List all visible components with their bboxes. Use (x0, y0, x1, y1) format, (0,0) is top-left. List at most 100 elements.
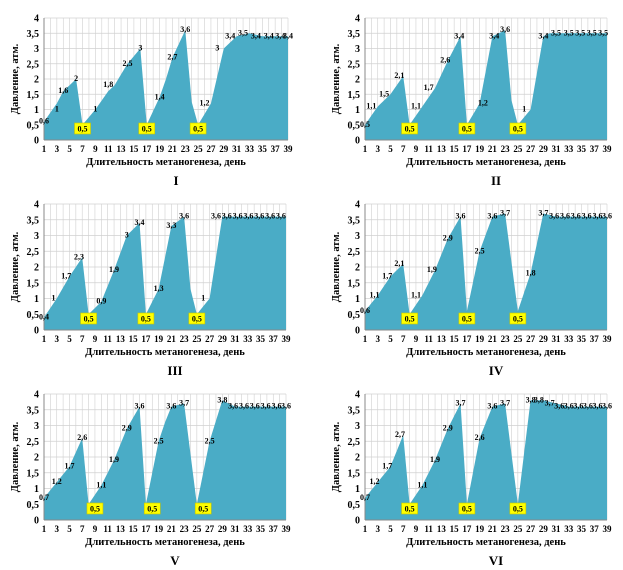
data-label: 3,6 (261, 402, 271, 411)
data-label: 3,6 (254, 212, 264, 221)
x-tick-label: 7 (401, 334, 406, 344)
x-tick-label: 33 (243, 524, 253, 534)
data-label: 3,7 (500, 398, 510, 407)
y-tick-label: 1 (355, 484, 360, 495)
data-label: 2,5 (122, 59, 132, 68)
x-tick-label: 39 (282, 334, 292, 344)
x-tick-label: 9 (93, 334, 98, 344)
chart-panel-5: 00,511,522,533,541 3 5 7 9 11 13 15 17 19 21 23 25 27… (10, 390, 291, 569)
x-tick-label: 13 (116, 524, 126, 534)
x-tick-label: 11 (104, 144, 113, 154)
data-label: 0,6 (360, 306, 370, 315)
data-label-box (188, 312, 206, 325)
data-label-boxed: 0,5 (462, 125, 472, 134)
data-label: 2,5 (154, 436, 164, 445)
y-tick-label: 3,5 (348, 405, 361, 416)
x-tick-label: 5 (67, 144, 72, 154)
data-label-boxed: 0,5 (193, 125, 203, 134)
chart-panel-6: 00,511,522,533,541 3 5 7 9 11 13 15 17 19 21 23 25 27… (331, 390, 612, 569)
y-tick-label: 2 (34, 263, 39, 274)
y-tick-label: 1,5 (27, 278, 40, 289)
x-tick-label: 39 (282, 524, 292, 534)
data-label: 2,3 (74, 253, 84, 262)
y-tick-label: 3,5 (27, 29, 40, 40)
data-label: 3 (138, 44, 142, 53)
x-tick-label: 39 (603, 144, 613, 154)
data-label-box (401, 312, 418, 325)
y-tick-label: 0,5 (348, 310, 361, 321)
x-tick-label: 15 (129, 144, 139, 154)
data-label: 3,5 (551, 28, 561, 37)
data-label-boxed: 0,5 (513, 125, 523, 134)
x-tick-label: 37 (269, 524, 279, 534)
x-tick-label: 11 (103, 524, 112, 534)
data-label: 1,1 (370, 290, 380, 299)
y-tick-label: 4 (355, 200, 360, 211)
area-series (365, 400, 607, 520)
x-tick-label: 27 (205, 524, 215, 534)
x-tick-label: 1 (42, 524, 47, 534)
data-label: 3,6 (233, 212, 243, 221)
chart-title: I (173, 173, 178, 188)
x-tick-label: 33 (564, 524, 574, 534)
x-tick-label: 21 (167, 334, 177, 344)
x-tick-label: 25 (513, 524, 523, 534)
data-label: 3,6 (271, 402, 281, 411)
chart-title: VI (489, 553, 503, 568)
x-tick-label: 27 (206, 144, 216, 154)
data-label: 2,6 (475, 433, 485, 442)
data-label-boxed: 0,5 (198, 505, 208, 514)
y-tick-label: 3 (355, 421, 360, 432)
x-tick-label: 3 (375, 144, 380, 154)
y-tick-label: 3,5 (27, 405, 40, 416)
data-label: 3,5 (598, 28, 608, 37)
y-tick-label: 3 (34, 44, 39, 55)
y-tick-label: 0,5 (27, 120, 40, 131)
data-label: 3,6 (592, 402, 602, 411)
data-label: 1,3 (154, 284, 164, 293)
y-tick-label: 1 (34, 294, 39, 305)
chart-panel-4: 00,511,522,533,541 3 5 7 9 11 13 15 17 19 21 23 25 27… (331, 200, 612, 379)
data-label-box (458, 312, 476, 325)
data-label: 1,7 (61, 271, 71, 280)
data-label: 3,6 (265, 212, 275, 221)
data-label: 1,1 (366, 101, 376, 110)
area-series (365, 30, 607, 141)
data-label: 1,9 (427, 265, 437, 274)
data-label: 3,6 (602, 402, 612, 411)
data-label: 3,6 (571, 212, 581, 221)
area-series (44, 30, 288, 141)
area-series (44, 400, 286, 520)
data-label: 3,4 (135, 218, 145, 227)
data-label-boxed: 0,5 (405, 505, 415, 514)
data-label-box (458, 502, 476, 515)
x-tick-label: 35 (258, 144, 268, 154)
data-label: 3,7 (456, 398, 466, 407)
x-tick-label: 9 (414, 524, 419, 534)
x-tick-label: 11 (424, 524, 433, 534)
x-axis-title: Длительность метаногенеза, день (406, 157, 566, 168)
x-tick-label: 21 (168, 144, 178, 154)
data-label: 1,9 (430, 455, 440, 464)
data-label: 1,1 (411, 290, 421, 299)
y-tick-label: 2 (34, 453, 39, 464)
x-tick-label: 29 (218, 334, 228, 344)
data-label: 3,6 (135, 402, 145, 411)
x-tick-label: 17 (462, 144, 472, 154)
data-label: 1 (52, 294, 56, 303)
x-tick-label: 21 (488, 144, 498, 154)
data-label-boxed: 0,5 (513, 505, 523, 514)
x-tick-label: 27 (526, 524, 536, 534)
x-tick-label: 15 (129, 524, 139, 534)
x-tick-label: 17 (141, 334, 151, 344)
y-tick-label: 1,5 (27, 90, 40, 101)
data-label: 3,4 (251, 31, 261, 40)
x-tick-label: 3 (54, 334, 59, 344)
chart-panel-3: 00,511,522,533,541 3 5 7 9 11 13 15 17 19 21 23 25 27… (10, 200, 291, 379)
x-tick-label: 25 (513, 144, 523, 154)
x-tick-label: 7 (80, 144, 85, 154)
y-tick-label: 4 (34, 390, 39, 401)
data-label: 3,6 (276, 212, 286, 221)
x-tick-label: 29 (539, 524, 549, 534)
